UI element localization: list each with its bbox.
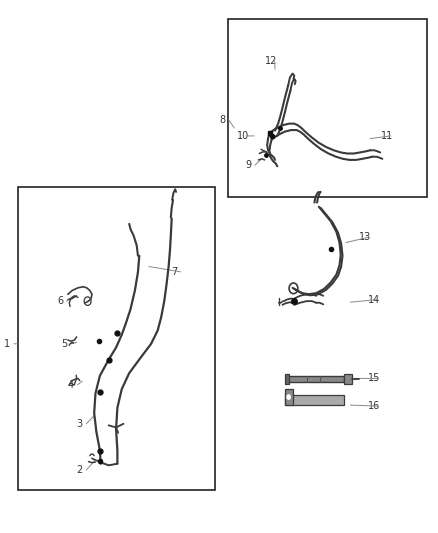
Text: 5: 5 [61,339,67,349]
Text: 12: 12 [265,56,277,66]
Text: 16: 16 [368,401,380,411]
Text: 3: 3 [77,419,83,429]
Text: 13: 13 [359,232,371,242]
Text: 11: 11 [381,131,393,141]
Bar [228,19,427,197]
Bar [285,395,344,405]
Text: 2: 2 [77,465,83,475]
Text: 1: 1 [4,339,11,349]
Bar [344,374,352,384]
Text: 10: 10 [237,131,249,141]
Text: 14: 14 [368,295,380,304]
Text: 4: 4 [68,380,74,390]
Text: 8: 8 [219,115,225,125]
Bar [18,187,215,490]
Bar [285,374,289,384]
Text: 6: 6 [57,296,63,306]
Text: 15: 15 [368,374,380,383]
Text: 7: 7 [171,267,177,277]
Bar [285,389,293,405]
Bar [288,376,344,382]
Circle shape [287,395,290,399]
Text: 9: 9 [245,160,251,170]
